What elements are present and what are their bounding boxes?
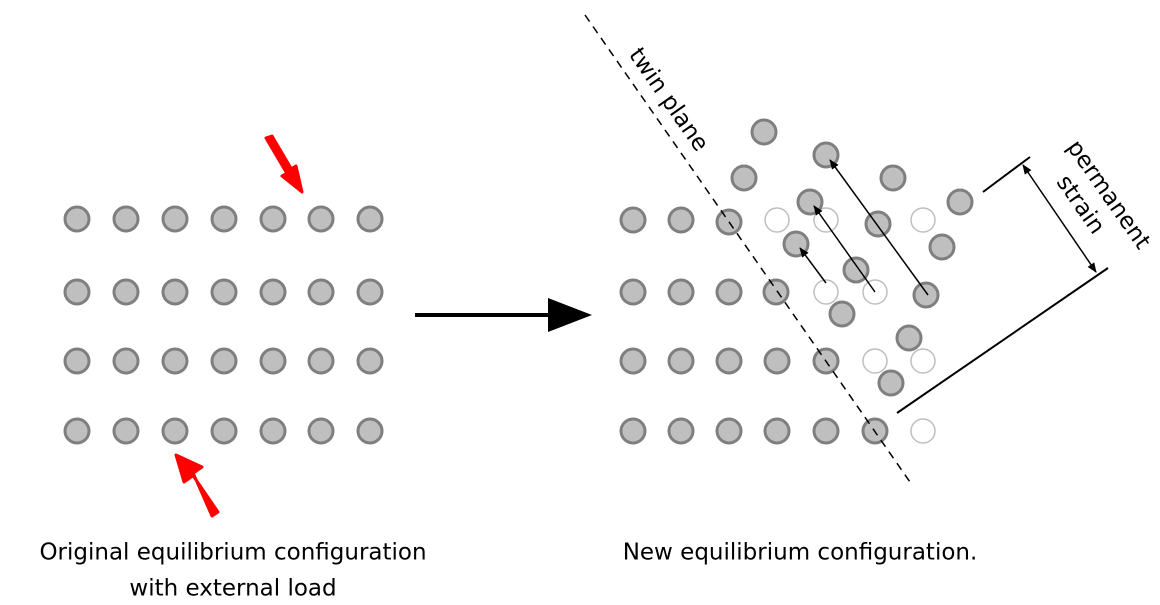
atom <box>163 419 187 443</box>
atom <box>163 349 187 373</box>
atom <box>830 302 854 326</box>
original-lattice <box>65 207 382 443</box>
atom <box>114 349 138 373</box>
atom <box>65 349 89 373</box>
atom <box>212 280 236 304</box>
atom <box>65 419 89 443</box>
atom <box>621 419 645 443</box>
vacant-site <box>911 419 935 443</box>
vacant-site <box>863 349 887 373</box>
atom <box>764 280 788 304</box>
shift-arrow <box>800 248 826 283</box>
atom <box>879 371 903 395</box>
dimension-line <box>983 157 1030 192</box>
atom <box>358 419 382 443</box>
atom <box>844 258 868 282</box>
atom <box>914 283 938 307</box>
atom <box>784 232 808 256</box>
atom <box>163 280 187 304</box>
atom <box>669 349 693 373</box>
vacant-site <box>911 349 935 373</box>
vacant-site <box>814 280 838 304</box>
atom <box>261 349 285 373</box>
atom <box>212 207 236 231</box>
atom <box>669 280 693 304</box>
atom <box>732 166 756 190</box>
atom <box>309 419 333 443</box>
caption: Original equilibrium configuration <box>39 540 426 566</box>
atom <box>261 207 285 231</box>
atom <box>212 349 236 373</box>
atom <box>309 280 333 304</box>
atom <box>669 208 693 232</box>
atom <box>814 143 838 167</box>
atom <box>358 280 382 304</box>
atom <box>65 280 89 304</box>
atom <box>114 419 138 443</box>
diagram: twin plane permanent strain Original equ… <box>0 0 1160 605</box>
transition-arrow-head <box>548 298 592 332</box>
atom <box>948 190 972 214</box>
atom <box>621 349 645 373</box>
atom <box>261 419 285 443</box>
atom <box>358 207 382 231</box>
atom <box>358 349 382 373</box>
atom <box>717 349 741 373</box>
atom <box>669 419 693 443</box>
atom <box>309 207 333 231</box>
twin-plane-line <box>585 15 910 482</box>
atom <box>261 280 285 304</box>
twinned-lattice <box>621 120 972 443</box>
atom <box>881 166 905 190</box>
atom <box>309 349 333 373</box>
vacant-site <box>911 208 935 232</box>
atom <box>897 326 921 350</box>
atom <box>114 280 138 304</box>
atom <box>814 419 838 443</box>
caption: with external load <box>129 576 336 602</box>
atom <box>114 207 138 231</box>
atom <box>752 120 776 144</box>
atom <box>163 207 187 231</box>
atom <box>65 207 89 231</box>
atom <box>717 280 741 304</box>
load-arrow-top <box>266 136 302 192</box>
twin-plane-label: twin plane <box>623 43 713 156</box>
caption: New equilibrium configuration. <box>623 540 978 566</box>
atom <box>765 419 789 443</box>
atom <box>212 419 236 443</box>
load-arrow-bottom <box>176 455 218 516</box>
atom <box>717 419 741 443</box>
atom <box>798 190 822 214</box>
atom <box>765 349 789 373</box>
atom <box>621 280 645 304</box>
atom <box>621 208 645 232</box>
atom <box>930 235 954 259</box>
vacant-site <box>765 208 789 232</box>
